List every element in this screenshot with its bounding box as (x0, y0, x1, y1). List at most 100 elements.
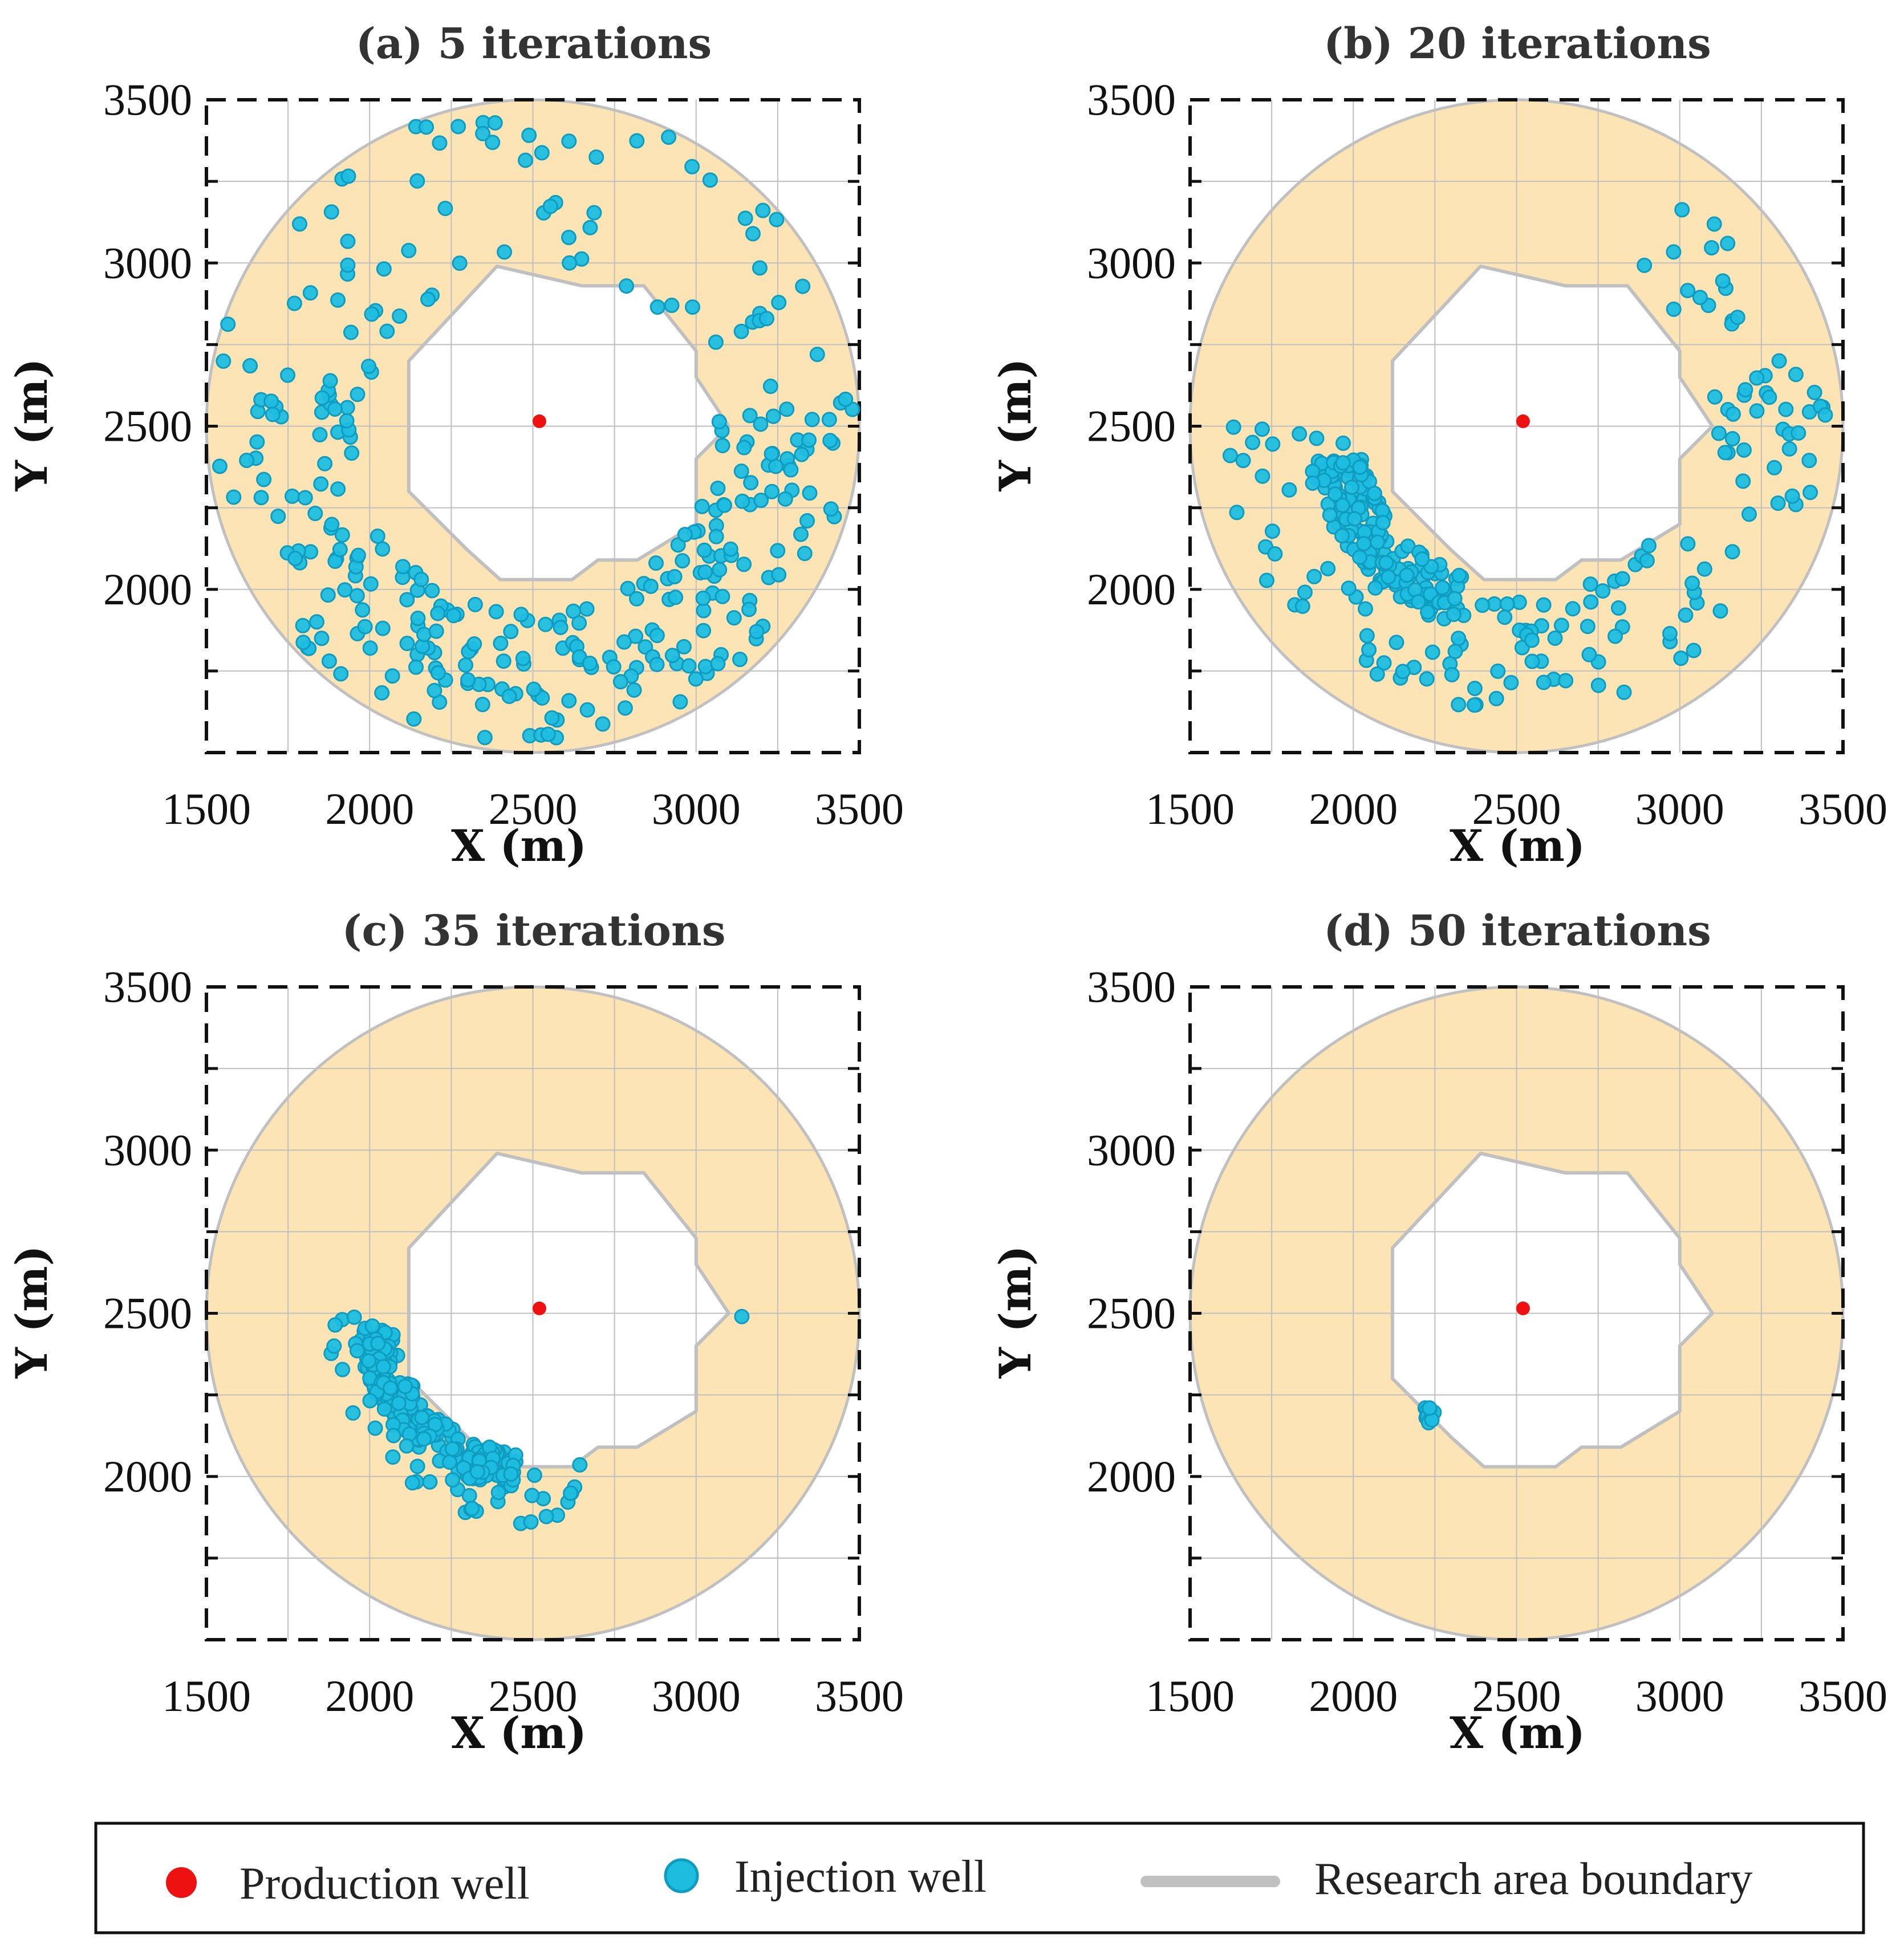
injection-well (464, 1501, 480, 1517)
injection-well (561, 693, 577, 709)
injection-well (764, 483, 780, 499)
y-tick-label: 2500 (1087, 401, 1176, 451)
injection-well (239, 452, 255, 468)
x-tick-label: 2000 (325, 1671, 414, 1721)
injection-well (676, 639, 692, 655)
injection-well (582, 656, 598, 672)
injection-well (1781, 441, 1797, 457)
injection-well (1378, 555, 1394, 571)
injection-well (375, 541, 391, 557)
injection-well (1281, 482, 1297, 498)
injection-well (427, 682, 442, 698)
injection-well (741, 601, 757, 617)
injection-well (620, 580, 636, 596)
injection-well (1320, 560, 1336, 576)
injection-well (1724, 544, 1740, 560)
injection-well (1686, 643, 1702, 659)
injection-well (383, 1380, 399, 1396)
injection-well (755, 202, 771, 218)
injection-well (330, 292, 346, 308)
injection-well (349, 1343, 365, 1359)
injection-well (395, 559, 411, 575)
y-tick-label: 3500 (103, 75, 192, 124)
injection-well (562, 255, 578, 271)
injection-well (675, 553, 691, 569)
injection-well (745, 226, 761, 242)
injection-well (1359, 628, 1375, 644)
injection-well (538, 1509, 554, 1525)
injection-well (1294, 598, 1310, 614)
legend-boundary-label: Research area boundary (1314, 1854, 1752, 1904)
panel-b: (b) 20 iterations 1500 2000 2500 3000 3500 20… (990, 19, 1887, 871)
injection-well (1580, 619, 1596, 635)
injection-well (672, 694, 688, 710)
y-tick-label: 3500 (103, 962, 192, 1011)
y-tick-label: 2000 (1087, 564, 1176, 614)
panel-b-ylabel: Y (m) (990, 358, 1041, 491)
injection-well (742, 408, 758, 424)
injection-well (769, 212, 785, 227)
injection-well (783, 462, 799, 478)
panel-a-title: (a) 5 iterations (356, 19, 712, 68)
injection-well (1265, 436, 1281, 452)
injection-well (1595, 583, 1611, 599)
x-tick-label: 3500 (815, 784, 904, 834)
injection-well (401, 242, 417, 258)
injection-well (1335, 455, 1351, 471)
x-tick-label: 3000 (652, 784, 741, 834)
injection-well (534, 145, 550, 161)
injection-well (413, 571, 429, 587)
injection-well (1389, 635, 1404, 651)
injection-well (1399, 567, 1415, 583)
panel-d-xlabel: X (m) (1450, 1708, 1585, 1758)
y-tick-label: 2500 (103, 401, 192, 451)
injection-well (404, 1475, 420, 1491)
panel-c-xlabel: X (m) (451, 1708, 587, 1758)
injection-well (1292, 426, 1308, 442)
injection-well (362, 640, 378, 656)
injection-well (263, 393, 279, 409)
injection-well (1784, 488, 1800, 504)
injection-well (334, 527, 350, 543)
injection-well (379, 323, 395, 339)
injection-well (1590, 677, 1606, 693)
injection-well (732, 652, 748, 668)
injection-well (758, 311, 774, 327)
injection-well (1788, 367, 1804, 383)
injection-well (809, 347, 825, 363)
injection-well (619, 278, 635, 294)
injection-well (323, 204, 339, 220)
injection-well (685, 299, 701, 315)
x-tick-label: 2500 (1472, 784, 1561, 834)
injection-well (1341, 580, 1357, 596)
injection-well (1361, 642, 1377, 658)
injection-well (1735, 473, 1751, 489)
injection-well (561, 133, 577, 149)
injection-well (345, 1405, 361, 1421)
injection-well (579, 702, 595, 718)
injection-well (1770, 495, 1786, 511)
injection-well (1370, 534, 1386, 550)
injection-well (428, 623, 444, 639)
legend-frame (94, 1822, 1865, 1934)
injection-well (493, 635, 509, 651)
injection-well (1771, 353, 1787, 369)
injection-well (1306, 568, 1322, 584)
injection-well (1488, 690, 1504, 706)
injection-well (497, 244, 513, 260)
injection-well (1749, 370, 1765, 386)
injection-well (339, 413, 355, 429)
injection-wells (212, 115, 860, 746)
x-tick-label: 3000 (1635, 1671, 1724, 1721)
injection-well (764, 446, 780, 462)
x-tick-label: 2000 (325, 784, 414, 834)
injection-well (339, 400, 355, 416)
injection-well (734, 493, 750, 509)
injection-well (1730, 310, 1745, 326)
injection-well (588, 149, 604, 165)
injection-well (406, 711, 422, 727)
injection-well (804, 412, 820, 428)
injection-well (523, 1514, 539, 1530)
injection-well (1558, 673, 1574, 689)
injection-well (1381, 569, 1396, 585)
